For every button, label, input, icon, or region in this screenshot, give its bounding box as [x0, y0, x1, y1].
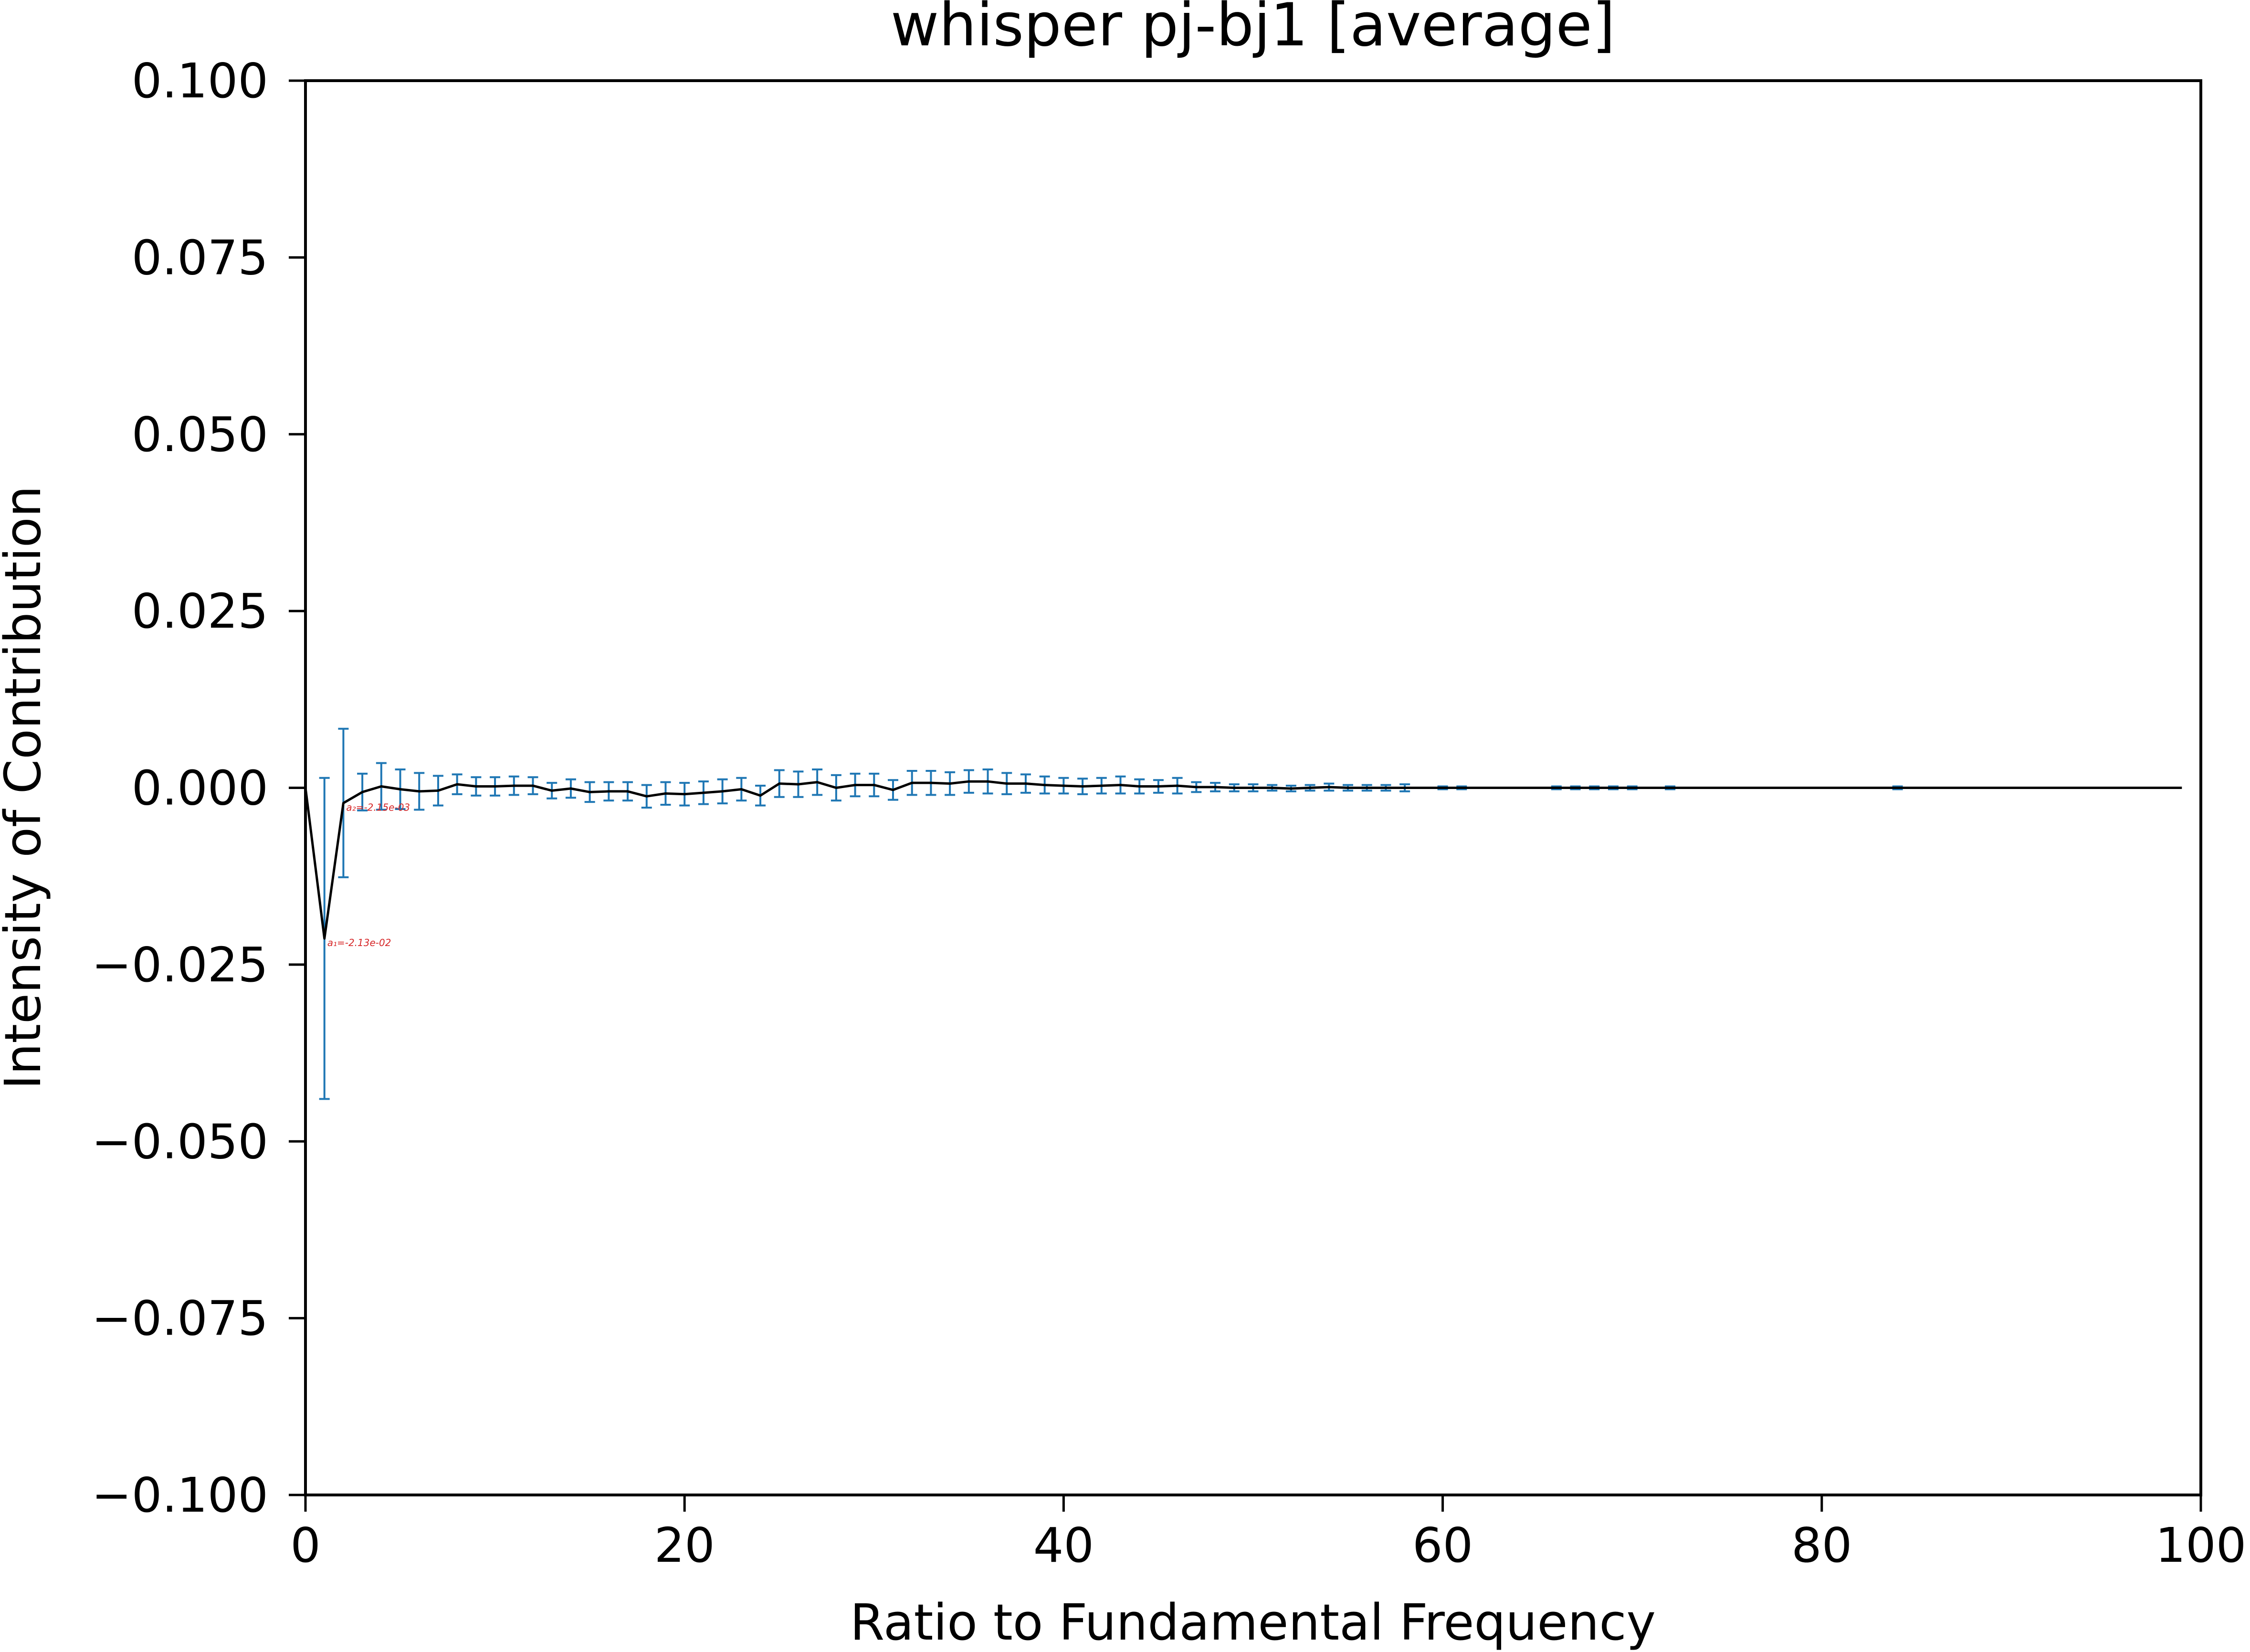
data-annotation: a₁=-2.13e-02: [327, 937, 391, 948]
y-axis-label: Intensity of Contribution: [0, 486, 52, 1090]
x-axis-label: Ratio to Fundamental Frequency: [850, 1593, 1656, 1652]
series-line: [304, 780, 2182, 940]
y-tick-label: 0.025: [132, 583, 268, 639]
x-tick-label: 0: [290, 1517, 321, 1573]
data-annotation: a₂=-2.15e-03: [346, 801, 410, 813]
y-tick-label: −0.050: [92, 1114, 268, 1169]
x-tick-label: 100: [2155, 1517, 2247, 1573]
x-tick-label: 40: [1033, 1517, 1094, 1573]
y-tick-label: 0.075: [132, 230, 268, 285]
annotations: a₁=-2.13e-02 a₂=-2.15e-03: [327, 801, 410, 948]
x-tick-label: 20: [654, 1517, 715, 1573]
y-tick-label: 0.000: [132, 760, 268, 816]
x-axis-ticks: 0 20 40 60 80 100: [290, 1495, 2246, 1573]
y-tick-label: −0.025: [92, 937, 268, 993]
series-line-group: [304, 780, 2182, 940]
y-tick-label: −0.075: [92, 1291, 268, 1347]
x-tick-label: 80: [1791, 1517, 1852, 1573]
y-tick-label: 0.100: [132, 53, 268, 109]
x-tick-label: 60: [1412, 1517, 1473, 1573]
y-tick-label: 0.050: [132, 407, 268, 463]
y-tick-label: −0.100: [92, 1467, 268, 1523]
chart-title: whisper pj-bj1 [average]: [891, 0, 1615, 60]
y-axis-ticks: 0.100 0.075 0.050 0.025 0.000 −0.025 −0.050 −0.…: [92, 53, 305, 1523]
